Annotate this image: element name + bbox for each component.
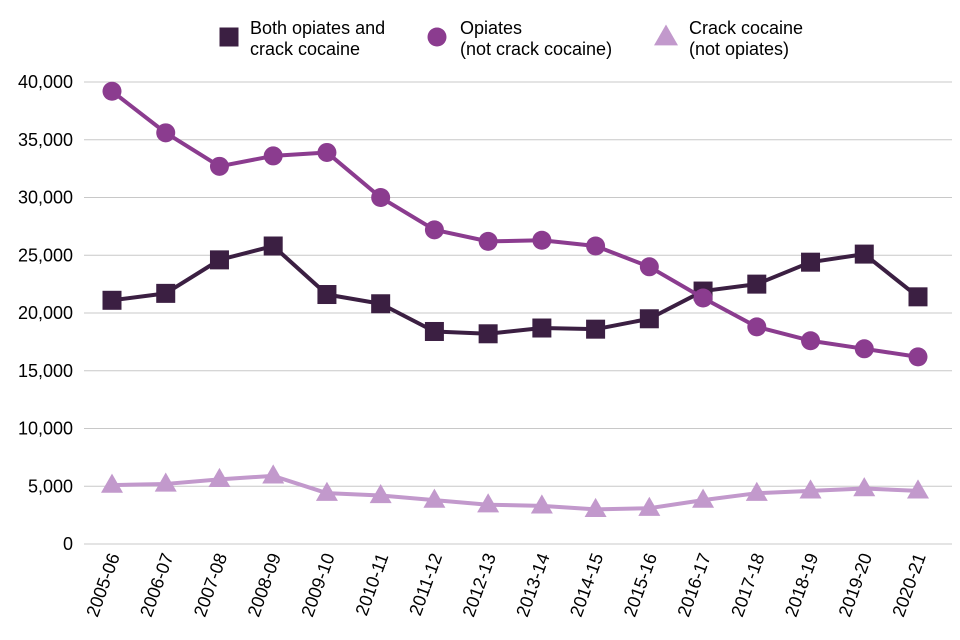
data-point-triangle [692, 488, 715, 508]
x-tick-label: 2010-11 [351, 551, 392, 619]
data-point-square [317, 285, 337, 305]
data-point-square [371, 294, 391, 314]
data-point-square [478, 324, 498, 344]
legend-entry: Opiates(not crack cocaine) [427, 18, 612, 59]
x-tick-label: 2015-16 [620, 551, 661, 620]
data-point-triangle [745, 481, 768, 501]
legend-label: Opiates [460, 18, 522, 38]
x-tick-label: 2005-06 [82, 551, 123, 620]
data-point-circle [263, 146, 283, 166]
data-point-triangle [315, 481, 338, 501]
data-point-square [424, 321, 444, 341]
y-tick-label: 0 [63, 534, 73, 554]
legend-label: (not opiates) [689, 39, 789, 59]
x-tick-label: 2014-15 [566, 551, 607, 620]
series-lines [101, 81, 929, 518]
x-tick-label: 2008-09 [244, 551, 285, 620]
data-point-triangle [530, 494, 553, 514]
data-point-triangle [369, 484, 392, 504]
data-point-triangle [799, 479, 822, 499]
data-point-square [532, 318, 552, 338]
x-tick-label: 2009-10 [297, 551, 338, 620]
data-point-circle [854, 339, 874, 359]
data-point-circle [801, 331, 821, 351]
series-line [111, 244, 920, 336]
legend-label: (not crack cocaine) [460, 39, 612, 59]
data-point-circle [209, 156, 229, 176]
x-tick-label: 2013-14 [512, 551, 553, 620]
data-point-square [639, 309, 659, 329]
x-tick-label: 2016-17 [673, 551, 714, 620]
x-tick-label: 2020-21 [888, 551, 929, 620]
y-axis-tick-labels: 0 5,000 10,000 15,000 20,000 25,000 30,000 35,0… [18, 72, 73, 554]
data-point-triangle [584, 497, 607, 518]
series-square [102, 236, 928, 344]
data-point-square [156, 283, 176, 303]
data-point-circle [156, 123, 176, 143]
data-point-circle [908, 347, 928, 367]
series-line [110, 89, 919, 359]
x-tick-label: 2007-08 [190, 551, 231, 620]
data-point-circle [371, 188, 391, 207]
data-point-square [586, 319, 606, 339]
x-tick-label: 2018-19 [781, 551, 822, 620]
data-point-triangle [101, 473, 123, 493]
data-point-square [854, 244, 874, 264]
data-point-triangle [477, 493, 500, 513]
data-point-circle [424, 220, 444, 240]
data-point-circle [747, 317, 767, 337]
data-point-square [747, 274, 767, 294]
data-point-square [263, 236, 283, 256]
x-axis-tick-labels: 2005-06 2006-07 2007-08 2008-09 2009-10 2010-… [82, 551, 929, 620]
data-point-triangle [208, 467, 231, 487]
legend-entry: Crack cocaine(not opiates) [654, 18, 803, 59]
data-point-circle [532, 230, 552, 250]
x-tick-label: 2017-18 [727, 551, 768, 620]
data-point-square [209, 250, 229, 270]
y-tick-label: 5,000 [28, 476, 73, 496]
series-line [111, 473, 919, 512]
data-point-circle [639, 257, 659, 277]
data-point-circle [317, 142, 337, 162]
data-point-square [908, 287, 928, 307]
x-tick-label: 2012-13 [459, 551, 500, 620]
data-point-circle [102, 81, 122, 101]
series-triangle [101, 464, 929, 518]
y-tick-label: 10,000 [18, 419, 73, 439]
x-tick-label: 2019-20 [835, 551, 876, 620]
legend-label: crack cocaine [250, 39, 360, 59]
data-point-circle [693, 288, 713, 308]
legend-label: Crack cocaine [689, 18, 803, 38]
y-tick-label: 35,000 [18, 130, 73, 150]
data-point-circle [586, 236, 606, 256]
data-point-square [801, 252, 821, 272]
data-point-circle [427, 27, 447, 47]
data-point-square [102, 290, 122, 310]
x-tick-label: 2006-07 [136, 551, 177, 620]
data-point-triangle [853, 477, 876, 497]
data-point-triangle [654, 24, 678, 46]
x-tick-label: 2011-12 [405, 551, 446, 619]
data-point-circle [478, 231, 498, 251]
data-point-triangle [638, 496, 661, 516]
y-tick-label: 25,000 [18, 245, 73, 265]
data-point-triangle [907, 479, 929, 499]
y-tick-label: 30,000 [18, 188, 73, 208]
data-point-square [219, 27, 239, 47]
data-point-triangle [262, 464, 285, 484]
gridlines [84, 81, 952, 545]
y-tick-label: 40,000 [18, 72, 73, 92]
data-point-triangle [423, 488, 446, 508]
series-circle [102, 81, 928, 367]
legend-label: Both opiates and [250, 18, 385, 38]
y-tick-label: 15,000 [18, 361, 73, 381]
y-tick-label: 20,000 [18, 303, 73, 323]
data-point-triangle [154, 472, 177, 492]
